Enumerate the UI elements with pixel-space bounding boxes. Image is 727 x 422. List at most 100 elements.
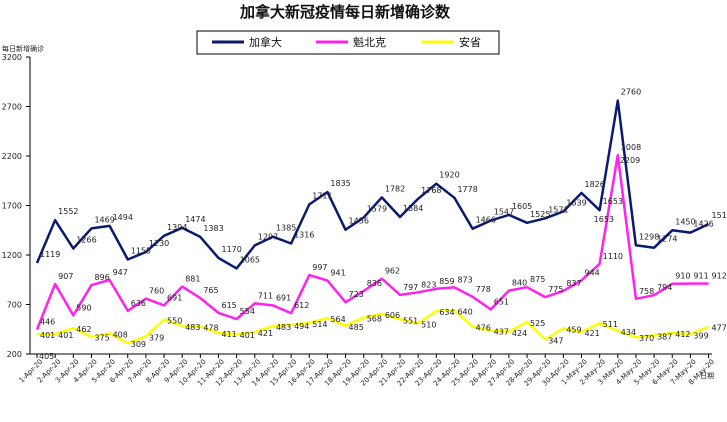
data-label: 590 xyxy=(76,303,91,312)
data-label: 399 xyxy=(693,331,708,340)
data-label: 1653 xyxy=(603,197,623,206)
data-label: 836 xyxy=(367,279,382,288)
data-label: 483 xyxy=(185,323,200,332)
data-label: 1711 xyxy=(312,191,332,200)
data-label: 947 xyxy=(113,268,128,277)
data-label: 1469 xyxy=(94,215,114,224)
data-label: 1155 xyxy=(131,246,151,255)
data-label: 564 xyxy=(330,315,345,324)
series-lines xyxy=(35,99,710,345)
data-label: 723 xyxy=(349,290,364,299)
data-label: 840 xyxy=(512,279,527,288)
data-label: 837 xyxy=(566,279,581,288)
data-label: 691 xyxy=(167,293,182,302)
data-label: 1474 xyxy=(185,215,205,224)
data-label: 551 xyxy=(403,316,418,325)
y-tick-label: 1700 xyxy=(2,202,22,211)
data-label: 446 xyxy=(40,318,55,327)
y-tick-label: 2700 xyxy=(2,103,22,112)
data-label: 615 xyxy=(222,301,237,310)
x-axis-label: 日期 xyxy=(700,372,714,380)
data-label: 1316 xyxy=(294,231,314,240)
data-label: 1512 xyxy=(712,211,727,220)
data-label: 765 xyxy=(203,286,218,295)
data-label: 896 xyxy=(94,273,109,282)
data-label: 797 xyxy=(403,283,418,292)
data-label: 421 xyxy=(258,329,273,338)
data-label: 911 xyxy=(693,272,708,281)
data-label: 370 xyxy=(639,334,654,343)
series-line-2 xyxy=(37,309,709,345)
data-label: 511 xyxy=(603,320,618,329)
data-label: 875 xyxy=(530,275,545,284)
data-label: 510 xyxy=(421,320,436,329)
data-label: 379 xyxy=(149,333,164,342)
data-label: 778 xyxy=(476,285,491,294)
data-label: 1920 xyxy=(439,171,459,180)
data-label: 1230 xyxy=(149,239,169,248)
data-label: 1826 xyxy=(585,180,605,189)
data-label: 1383 xyxy=(203,224,223,233)
data-label: 1456 xyxy=(349,217,369,226)
chart-title: 加拿大新冠疫情每日新增确诊数 xyxy=(239,3,451,21)
data-label: 375 xyxy=(94,334,109,343)
data-label: 421 xyxy=(585,329,600,338)
data-label: 401 xyxy=(58,331,73,340)
data-label: 1170 xyxy=(222,245,242,254)
data-label-extra: 2209 xyxy=(620,156,640,165)
data-label: 1835 xyxy=(330,179,350,188)
legend-label: 加拿大 xyxy=(249,35,282,49)
data-label: 1466 xyxy=(476,216,496,225)
data-label: 1065 xyxy=(240,255,260,264)
data-label: 910 xyxy=(675,272,690,281)
data-label: 612 xyxy=(294,301,309,310)
data-label: 347 xyxy=(548,336,563,345)
data-label: 525 xyxy=(530,319,545,328)
y-tick-label: 200 xyxy=(7,350,22,359)
data-label: 1605 xyxy=(512,202,532,211)
data-label: 775 xyxy=(548,285,563,294)
legend-label: 魁北克 xyxy=(353,35,386,49)
data-label: 476 xyxy=(476,324,491,333)
series-line-0 xyxy=(35,99,710,270)
data-label: 568 xyxy=(367,315,382,324)
data-label: 1552 xyxy=(58,207,78,216)
data-label: 411 xyxy=(222,330,237,339)
data-label: 514 xyxy=(312,320,327,329)
data-label: 477 xyxy=(712,324,727,333)
data-label: 1266 xyxy=(76,235,96,244)
data-label: 412 xyxy=(675,330,690,339)
data-label: 1571 xyxy=(548,205,568,214)
data-label-extra: 405 xyxy=(39,352,54,361)
data-label: 1385 xyxy=(276,224,296,233)
y-tick-label: 2200 xyxy=(2,152,22,161)
data-label: 550 xyxy=(167,316,182,325)
data-label: 459 xyxy=(566,325,581,334)
data-label: 1119 xyxy=(40,250,60,259)
data-label: 760 xyxy=(149,287,164,296)
data-label: 640 xyxy=(457,307,472,316)
data-label: 997 xyxy=(312,263,327,272)
data-label: 873 xyxy=(457,275,472,284)
legend-label: 安省 xyxy=(459,35,481,49)
data-label: 494 xyxy=(294,322,309,331)
data-label: 408 xyxy=(113,330,128,339)
data-label: 462 xyxy=(76,325,91,334)
data-label: 434 xyxy=(621,328,636,337)
data-label: 944 xyxy=(585,268,600,277)
data-label: 387 xyxy=(657,332,672,341)
data-label: 634 xyxy=(439,308,454,317)
data-label: 1639 xyxy=(566,199,586,208)
y-tick-label: 3200 xyxy=(2,53,22,62)
data-label: 691 xyxy=(276,293,291,302)
data-label: 1584 xyxy=(403,204,423,213)
data-label: 1274 xyxy=(657,235,677,244)
data-label: 823 xyxy=(421,280,436,289)
data-label: 711 xyxy=(258,291,273,300)
data-label: 1394 xyxy=(167,223,187,232)
data-label: 941 xyxy=(330,269,345,278)
data-label: 1782 xyxy=(385,184,405,193)
data-label: 1298 xyxy=(639,232,659,241)
